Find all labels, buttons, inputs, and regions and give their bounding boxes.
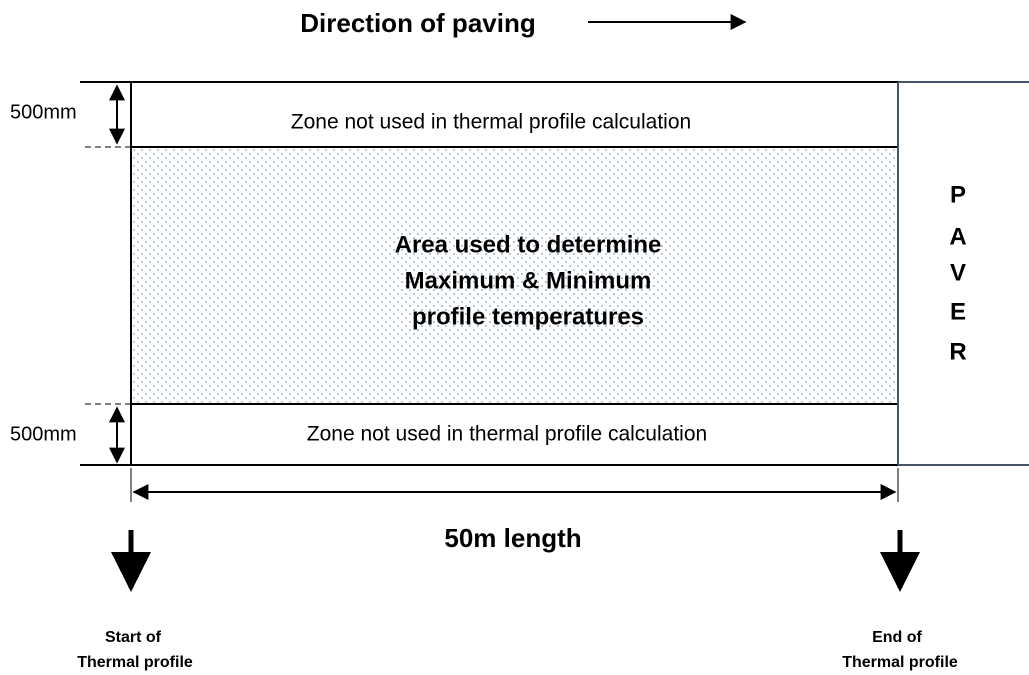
zone-lines (80, 81, 898, 466)
end-label: End of (872, 629, 922, 646)
paver-box (897, 81, 1029, 466)
center-area (131, 147, 898, 404)
paver-letter: V (950, 259, 966, 286)
title: Direction of paving (300, 8, 535, 38)
zone-label: Zone not used in thermal profile calcula… (307, 423, 707, 446)
dimension-label: 500mm (10, 423, 77, 445)
paver-letter: E (950, 298, 966, 325)
area-label: profile temperatures (412, 303, 644, 330)
length-ticks (130, 468, 899, 502)
area-label: Area used to determine (395, 231, 662, 258)
dashed-lines (85, 146, 131, 405)
area-label: Maximum & Minimum (405, 267, 652, 294)
start-label: Start of (105, 629, 162, 646)
paver-letter: R (949, 338, 966, 365)
dimension-label: 500mm (10, 101, 77, 123)
length-label: 50m length (444, 523, 581, 553)
end-label: Thermal profile (842, 654, 958, 671)
start-label: Thermal profile (77, 654, 193, 671)
zone-label: Zone not used in thermal profile calcula… (291, 111, 691, 134)
paver-letter: P (950, 181, 966, 208)
paver-letter: A (949, 223, 966, 250)
